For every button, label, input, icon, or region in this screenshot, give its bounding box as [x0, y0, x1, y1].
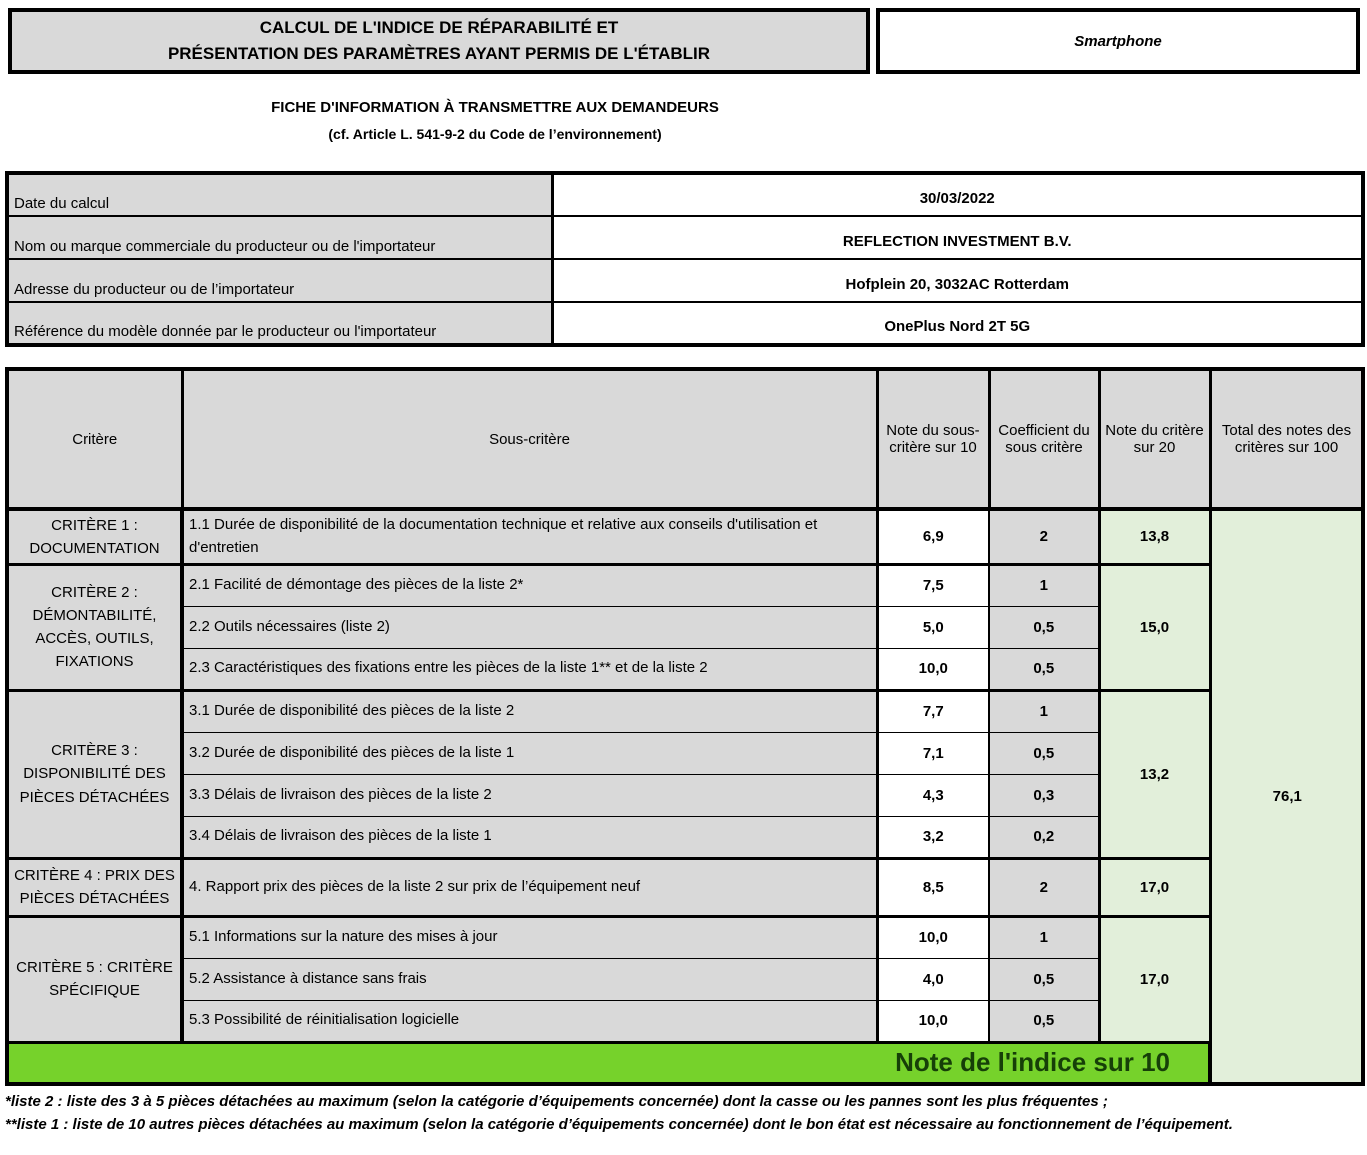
table-row: 3.3 Délais de livraison des pièces de la…	[7, 773, 1363, 817]
subcriterion-cell: 4. Rapport prix des pièces de la liste 2…	[181, 856, 879, 917]
table-row: 3.4 Délais de livraison des pièces de la…	[7, 815, 1363, 859]
coefficient-cell: 0,2	[988, 815, 1101, 859]
criterion-label-cell: CRITÈRE 4 : PRIX DES PIÈCES DÉTACHÉES	[6, 856, 184, 917]
table-row: CRITÈRE 4 : PRIX DES PIÈCES DÉTACHÉES 4.…	[6, 856, 1363, 917]
category-badge: Smartphone	[876, 8, 1360, 74]
footnote-liste2: *liste 2 : liste des 3 à 5 pièces détach…	[5, 1093, 1108, 1110]
table-row: 2.2 Outils nécessaires (liste 2) 5,0 0,5	[7, 605, 1363, 649]
coefficient-cell: 0,5	[988, 957, 1101, 1001]
coefficient-cell: 0,3	[988, 773, 1101, 817]
criteria-table: Critère Sous-critère Note du sous-critèr…	[5, 367, 1365, 1086]
criteria-header-row: Critère Sous-critère Note du sous-critèr…	[6, 368, 1365, 511]
criterion-label-cell: CRITÈRE 5 : CRITÈRE SPÉCIFIQUE	[6, 914, 184, 1043]
col-header-total: Total des notes des critères sur 100	[1209, 368, 1365, 511]
info-label: Adresse du producteur ou de l’importateu…	[6, 258, 554, 303]
subcriterion-cell: 2.2 Outils nécessaires (liste 2)	[181, 605, 879, 649]
score-cell: 7,7	[876, 688, 990, 733]
criterion-note-cell: 17,0	[1098, 914, 1212, 1043]
table-row: CRITÈRE 5 : CRITÈRE SPÉCIFIQUE 5.1 Infor…	[6, 914, 1363, 1043]
criterion-note-cell: 13,2	[1098, 688, 1212, 859]
score-cell: 6,9	[876, 507, 990, 565]
page-title: CALCUL DE L'INDICE DE RÉPARABILITÉ ET PR…	[8, 8, 870, 74]
coefficient-cell: 0,5	[988, 731, 1101, 775]
info-row-address: Adresse du producteur ou de l’importateu…	[6, 258, 1364, 303]
score-cell: 10,0	[876, 647, 990, 691]
col-header-note-critere: Note du critère sur 20	[1098, 368, 1212, 511]
subcriterion-cell: 5.1 Informations sur la nature des mises…	[181, 914, 879, 959]
coefficient-cell: 2	[988, 507, 1101, 565]
header: CALCUL DE L'INDICE DE RÉPARABILITÉ ET PR…	[0, 0, 1367, 74]
footnote-liste1: **liste 1 : liste de 10 autres pièces dé…	[5, 1115, 1233, 1133]
table-row: 5.3 Possibilité de réinitialisation logi…	[7, 999, 1363, 1043]
score-cell: 10,0	[876, 914, 990, 959]
coefficient-cell: 2	[988, 856, 1101, 917]
criterion-note-cell: 17,0	[1098, 856, 1212, 917]
subcriterion-cell: 5.3 Possibilité de réinitialisation logi…	[181, 999, 879, 1043]
info-row-producer: Nom ou marque commerciale du producteur …	[6, 215, 1364, 260]
info-label: Date du calcul	[6, 172, 554, 217]
total-notes-cell: 76,1	[1209, 507, 1364, 1085]
score-cell: 7,1	[876, 731, 990, 775]
info-value: 30/03/2022	[551, 172, 1364, 217]
coefficient-cell: 0,5	[988, 605, 1101, 649]
subcriterion-cell: 3.3 Délais de livraison des pièces de la…	[181, 773, 879, 817]
score-cell: 7,5	[876, 562, 990, 607]
criterion-label-cell: CRITÈRE 3 : DISPONIBILITÉ DES PIÈCES DÉT…	[6, 688, 184, 859]
coefficient-cell: 0,5	[988, 999, 1101, 1043]
col-header-note-sous: Note du sous-critère sur 10	[876, 368, 991, 511]
subcriterion-cell: 2.3 Caractéristiques des fixations entre…	[181, 647, 879, 691]
table-row: CRITÈRE 3 : DISPONIBILITÉ DES PIÈCES DÉT…	[6, 688, 1363, 859]
coefficient-cell: 1	[988, 562, 1101, 607]
score-cell: 10,0	[876, 999, 990, 1043]
subtitle-line1: FICHE D'INFORMATION À TRANSMETTRE AUX DE…	[271, 99, 719, 116]
info-label: Référence du modèle donnée par le produc…	[6, 301, 554, 346]
subcriterion-cell: 5.2 Assistance à distance sans frais	[181, 957, 879, 1001]
info-value: OnePlus Nord 2T 5G	[551, 301, 1364, 346]
table-row: 5.2 Assistance à distance sans frais 4,0…	[7, 957, 1363, 1001]
info-value: REFLECTION INVESTMENT B.V.	[551, 215, 1364, 260]
col-header-critere: Critère	[6, 368, 184, 511]
subcriterion-cell: 3.2 Durée de disponibilité des pièces de…	[181, 731, 879, 775]
page-title-line1: CALCUL DE L'INDICE DE RÉPARABILITÉ ET	[259, 17, 619, 37]
table-row: 3.2 Durée de disponibilité des pièces de…	[7, 731, 1363, 775]
info-row-model: Référence du modèle donnée par le produc…	[6, 301, 1364, 346]
category-label: Smartphone	[1074, 32, 1162, 50]
coefficient-cell: 1	[988, 914, 1101, 959]
score-cell: 4,0	[876, 957, 990, 1001]
table-row: CRITÈRE 1 : DOCUMENTATION 1.1 Durée de d…	[6, 507, 1364, 1085]
table-row: CRITÈRE 2 : DÉMONTABILITÉ, ACCÈS, OUTILS…	[6, 562, 1363, 691]
final-score-row: Note de l'indice sur 10 7,6	[6, 1040, 1363, 1085]
page-title-line2: PRÉSENTATION DES PARAMÈTRES AYANT PERMIS…	[167, 44, 711, 63]
criterion-label-cell: CRITÈRE 2 : DÉMONTABILITÉ, ACCÈS, OUTILS…	[6, 562, 184, 691]
info-row-date: Date du calcul 30/03/2022	[6, 172, 1364, 217]
col-header-sous-critere: Sous-critère	[181, 368, 879, 511]
subtitle-line2: (cf. Article L. 541-9-2 du Code de l’env…	[328, 126, 662, 142]
coefficient-cell: 1	[988, 688, 1101, 733]
score-cell: 8,5	[876, 856, 990, 917]
subcriterion-cell: 3.4 Délais de livraison des pièces de la…	[181, 815, 879, 859]
criterion-note-cell: 13,8	[1098, 507, 1212, 565]
criterion-note-cell: 15,0	[1098, 562, 1212, 691]
final-score-label: Note de l'indice sur 10	[6, 1040, 1212, 1085]
footnotes: *liste 2 : liste des 3 à 5 pièces détach…	[5, 1091, 1361, 1136]
info-label: Nom ou marque commerciale du producteur …	[6, 215, 554, 260]
table-row: 2.3 Caractéristiques des fixations entre…	[7, 647, 1363, 691]
subtitle: FICHE D'INFORMATION À TRANSMETTRE AUX DE…	[0, 99, 990, 142]
coefficient-cell: 0,5	[988, 647, 1101, 691]
subcriterion-cell: 2.1 Facilité de démontage des pièces de …	[181, 562, 879, 607]
score-cell: 3,2	[876, 815, 990, 859]
score-cell: 5,0	[876, 605, 990, 649]
criterion-label-cell: CRITÈRE 1 : DOCUMENTATION	[6, 507, 184, 565]
score-cell: 4,3	[876, 773, 990, 817]
subcriterion-cell: 1.1 Durée de disponibilité de la documen…	[181, 507, 879, 565]
subcriterion-cell: 3.1 Durée de disponibilité des pièces de…	[181, 688, 879, 733]
info-table: Date du calcul 30/03/2022 Nom ou marque …	[5, 171, 1365, 347]
col-header-coefficient: Coefficient du sous critère	[988, 368, 1101, 511]
info-value: Hofplein 20, 3032AC Rotterdam	[551, 258, 1364, 303]
